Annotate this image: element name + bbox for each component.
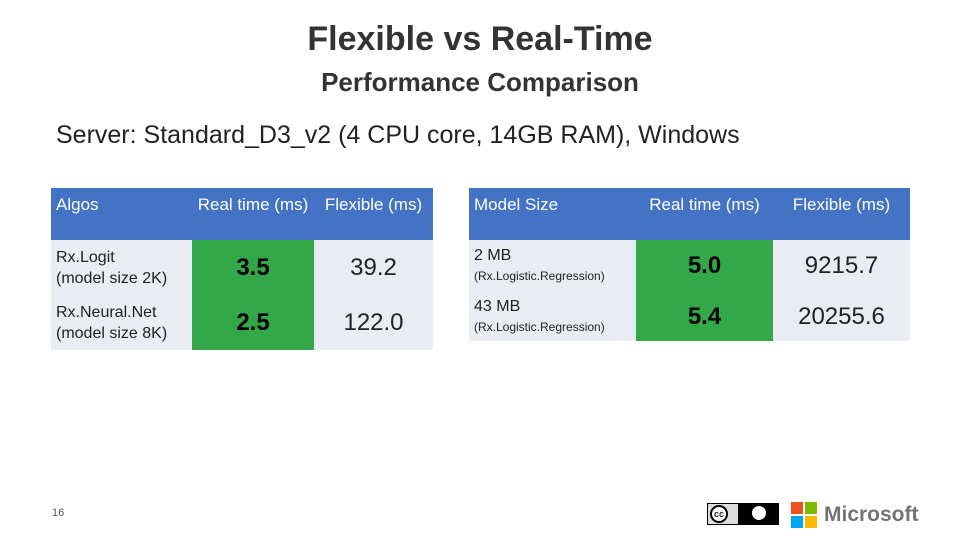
flexible-value: 20255.6 [773,292,910,341]
algo-label: Rx.Neural.Net (model size 8K) [51,295,192,350]
realtime-value: 3.5 [192,240,314,295]
model-label: 43 MB (Rx.Logistic.Regression) [469,292,636,341]
algos-table: Algos Real time (ms) Flexible (ms) Rx.Lo… [51,188,433,350]
flexible-value: 9215.7 [773,240,910,292]
header-realtime: Real time (ms) [636,188,773,240]
header-model-size: Model Size [469,188,636,240]
model-label: 2 MB (Rx.Logistic.Regression) [469,240,636,292]
realtime-value: 5.0 [636,240,773,292]
microsoft-logo-icon [791,502,817,528]
model-size-table: Model Size Real time (ms) Flexible (ms) … [469,188,910,341]
slide-subtitle: Performance Comparison [321,67,639,97]
realtime-value: 2.5 [192,295,314,350]
creative-commons-by-icon: cc [707,503,779,525]
table-row: Rx.Neural.Net (model size 8K) 2.5 122.0 [51,295,433,350]
table-row: 43 MB (Rx.Logistic.Regression) 5.4 20255… [469,292,910,341]
table-row: Rx.Logit (model size 2K) 3.5 39.2 [51,240,433,295]
header-realtime: Real time (ms) [192,188,314,240]
algo-label: Rx.Logit (model size 2K) [51,240,192,295]
flexible-value: 39.2 [314,240,433,295]
slide-title: Flexible vs Real-Time [307,20,653,58]
server-spec: Server: Standard_D3_v2 (4 CPU core, 14GB… [56,121,740,149]
header-flexible: Flexible (ms) [773,188,910,240]
realtime-value: 5.4 [636,292,773,341]
header-algos: Algos [51,188,192,240]
flexible-value: 122.0 [314,295,433,350]
page-number: 16 [52,507,65,519]
table-row: 2 MB (Rx.Logistic.Regression) 5.0 9215.7 [469,240,910,292]
header-flexible: Flexible (ms) [314,188,433,240]
brand-name: Microsoft [824,503,919,526]
